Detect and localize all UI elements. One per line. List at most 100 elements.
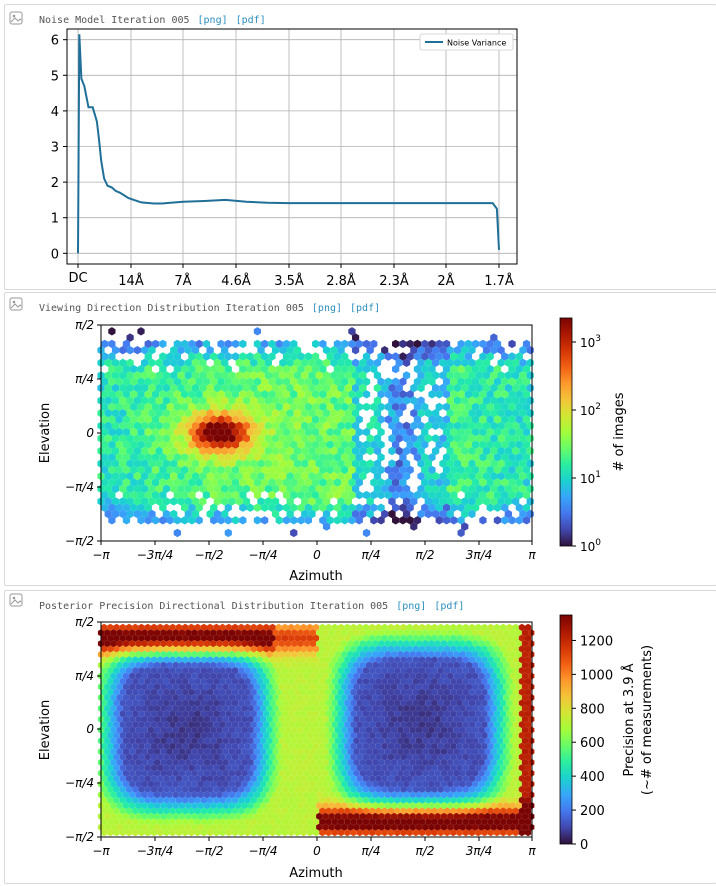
- pdf-link[interactable]: [pdf]: [235, 15, 266, 26]
- hexbin-cell: [522, 402, 531, 412]
- hexbin-cell: [450, 377, 458, 386]
- hexbin-cell: [486, 390, 494, 399]
- hexbin-cell: [457, 339, 465, 349]
- hexbin-cell: [421, 453, 429, 462]
- hexbin-cell: [457, 364, 465, 374]
- hexbin-cell: [344, 409, 352, 418]
- hexbin-cell: [432, 409, 440, 418]
- hexbin-cell: [151, 339, 160, 349]
- hexbin-cell: [428, 377, 436, 386]
- hexbin-cell: [333, 339, 342, 349]
- hexbin-cell: [137, 390, 145, 399]
- hexbin-cell: [231, 440, 240, 449]
- hexbin-cell: [315, 383, 323, 393]
- hexbin-cell: [257, 434, 265, 443]
- hexbin-cell: [326, 377, 334, 386]
- hexbin-cell: [308, 371, 316, 380]
- hexbin-cell: [228, 396, 236, 405]
- hexbin-cell: [501, 440, 509, 449]
- png-link[interactable]: [png]: [311, 303, 343, 314]
- hexbin-cell: [493, 427, 502, 437]
- hexbin-cell: [177, 383, 185, 393]
- png-link[interactable]: [png]: [197, 15, 228, 26]
- hexbin-cell: [515, 453, 523, 462]
- hexbin-cell: [337, 421, 345, 430]
- hexbin-cell: [493, 377, 502, 386]
- hexbin-cell: [137, 364, 145, 374]
- hexbin-cell: [519, 421, 527, 430]
- hexbin-cell: [239, 364, 247, 374]
- hexbin-cell: [504, 358, 512, 367]
- hexbin-cell: [413, 377, 422, 386]
- hexbin-cell: [297, 364, 305, 374]
- colorbar-tick-label: 600: [580, 736, 605, 751]
- hexbin-cell: [512, 371, 520, 380]
- hexbin-cell: [177, 396, 185, 405]
- hexbin-cell: [472, 453, 480, 462]
- hexbin-cell: [228, 434, 236, 443]
- hexbin-cell: [188, 390, 196, 399]
- hexbin-cell: [213, 446, 221, 456]
- hexbin-cell: [286, 346, 294, 355]
- hexbin-cell: [246, 427, 254, 437]
- hexbin-cell: [446, 396, 454, 405]
- hexbin-cell: [177, 446, 185, 456]
- hexbin-cell: [166, 390, 174, 399]
- hexbin-cell: [188, 453, 196, 462]
- hexbin-cell: [122, 377, 131, 386]
- hexbin-cell: [333, 402, 342, 412]
- hexbin-cell: [497, 421, 505, 430]
- hexbin-cell: [341, 427, 349, 437]
- hexbin-cell: [224, 440, 232, 449]
- hexbin-cell: [359, 383, 367, 393]
- hexbin-cell: [352, 409, 360, 418]
- hexbin-cell: [446, 383, 454, 393]
- hexbin-cell: [170, 446, 178, 456]
- hexbin-cell: [373, 371, 382, 380]
- hexbin-cell: [312, 352, 320, 361]
- hexbin-cell: [330, 383, 338, 393]
- hexbin-cell: [428, 339, 436, 349]
- hexbin-cell: [475, 396, 483, 405]
- hexbin-cell: [297, 453, 305, 462]
- hexbin-cell: [421, 440, 429, 449]
- hexbin-cell: [119, 446, 127, 456]
- hexbin-cell: [195, 427, 203, 437]
- hexbin-cell: [330, 358, 338, 367]
- hexbin-cell: [435, 390, 443, 399]
- hexbin-cell: [490, 409, 498, 418]
- hexbin-cell: [170, 346, 178, 355]
- hexbin-cell: [501, 453, 509, 462]
- hexbin-cell: [472, 415, 480, 424]
- hexbin-cell: [479, 402, 487, 412]
- hexbin-cell: [355, 440, 363, 449]
- hexbin-cell: [497, 383, 505, 393]
- hexbin-cell: [206, 446, 214, 456]
- hexbin-cell: [402, 446, 411, 456]
- hexbin-cell: [319, 377, 327, 386]
- hexbin-cell: [279, 446, 287, 456]
- hexbin-cell: [293, 383, 302, 393]
- hexbin-cell: [177, 358, 185, 367]
- hexbin-cell: [104, 421, 112, 430]
- hexbin-cell: [450, 427, 458, 437]
- hexbin-cell: [501, 377, 509, 386]
- pdf-link[interactable]: [pdf]: [350, 303, 381, 314]
- hexbin-cell: [173, 352, 181, 361]
- hexbin-cell: [206, 434, 214, 443]
- hexbin-cell: [355, 415, 363, 424]
- hexbin-cell: [206, 396, 214, 405]
- hexbin-cell: [210, 352, 218, 361]
- hexbin-cell: [282, 453, 291, 462]
- hexbin-cell: [133, 434, 141, 443]
- hexbin-cell: [301, 383, 309, 393]
- hexbin-cell: [184, 383, 192, 393]
- hexbin-cell: [493, 364, 502, 374]
- hexbin-cell: [221, 346, 229, 355]
- hexbin-cell: [202, 415, 211, 424]
- hexbin-cell: [188, 339, 196, 349]
- y-tick-label: −π/4: [65, 776, 94, 790]
- hexbin-cell: [224, 339, 232, 349]
- hexbin-cell: [250, 409, 258, 418]
